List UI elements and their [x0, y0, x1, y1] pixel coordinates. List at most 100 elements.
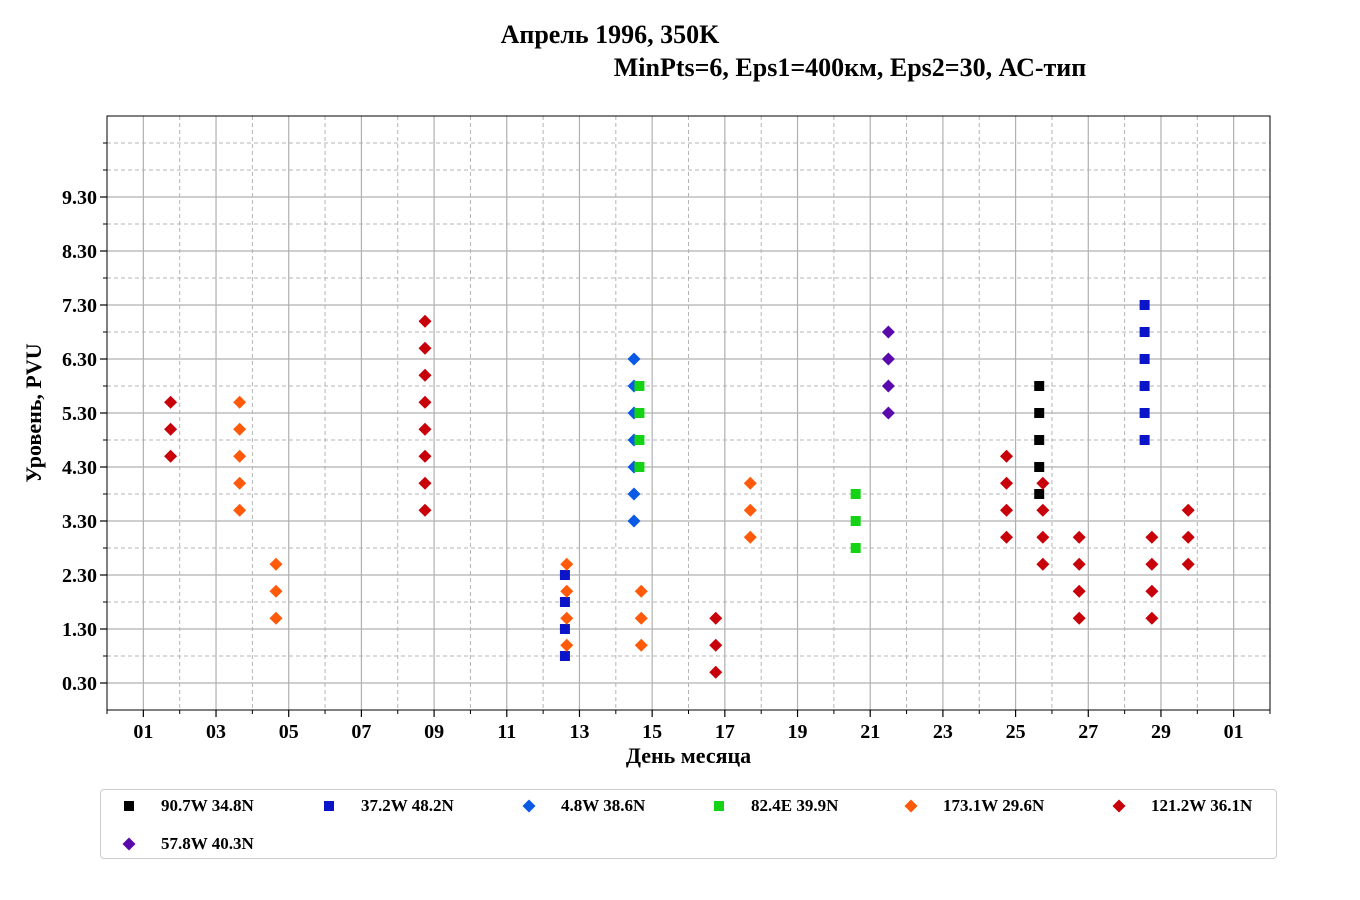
data-point: [1139, 300, 1150, 310]
data-point: [709, 665, 723, 679]
x-tick-label: 21: [860, 721, 880, 743]
data-point: [1036, 503, 1050, 517]
y-tick-label: 8.30: [62, 241, 97, 263]
data-point: [1139, 381, 1150, 391]
legend-marker: [122, 837, 136, 851]
y-tick-label: 6.30: [62, 349, 97, 371]
legend-label: 57.8W 40.3N: [161, 834, 254, 853]
y-tick-label: 7.30: [62, 295, 97, 317]
data-point: [1000, 530, 1014, 544]
data-point: [1181, 530, 1195, 544]
data-point: [634, 381, 645, 391]
y-tick-label: 4.30: [62, 457, 97, 479]
data-point: [634, 611, 648, 625]
data-point: [1034, 489, 1045, 499]
legend-marker-shape: [714, 801, 724, 811]
x-tick-label: 15: [642, 721, 662, 743]
data-point: [418, 395, 432, 409]
data-point: [881, 379, 895, 393]
x-axis-label: День месяца: [626, 743, 751, 768]
data-point: [164, 422, 178, 436]
x-tick-label: 27: [1078, 721, 1098, 743]
data-point: [1139, 435, 1150, 445]
data-point: [627, 514, 641, 528]
legend-marker-shape: [124, 801, 134, 811]
y-tick-label: 2.30: [62, 565, 97, 587]
data-point: [418, 314, 432, 328]
data-point: [164, 449, 178, 463]
y-tick-label: 9.30: [62, 187, 97, 209]
data-point: [1036, 557, 1050, 571]
legend-marker-shape: [122, 837, 136, 851]
data-point: [709, 638, 723, 652]
data-point: [1072, 530, 1086, 544]
data-point: [1072, 557, 1086, 571]
legend-label: 37.2W 48.2N: [361, 796, 454, 815]
data-point: [418, 476, 432, 490]
data-point: [1139, 327, 1150, 337]
data-point: [1036, 530, 1050, 544]
data-point: [418, 449, 432, 463]
legend-label: 173.1W 29.6N: [943, 796, 1045, 815]
data-point: [743, 503, 757, 517]
data-point: [1034, 381, 1045, 391]
data-point: [1000, 449, 1014, 463]
x-tick-label: 09: [424, 721, 444, 743]
plot-frame: [106, 115, 1271, 711]
data-point: [634, 408, 645, 418]
data-point: [1000, 503, 1014, 517]
legend-item: 57.8W 40.3N: [119, 832, 254, 856]
data-point: [1034, 408, 1045, 418]
x-tick-label: 03: [206, 721, 226, 743]
data-point: [559, 624, 570, 634]
data-point: [1145, 611, 1159, 625]
data-point: [850, 489, 861, 499]
data-point: [627, 352, 641, 366]
data-point: [418, 422, 432, 436]
data-point: [881, 325, 895, 339]
data-point: [233, 395, 247, 409]
grid-lines: [106, 116, 1271, 710]
legend-marker: [714, 801, 724, 811]
legend-marker-shape: [522, 799, 536, 813]
legend: 90.7W 34.8N 37.2W 48.2N 4.8W 38.6N 82.4E 39…: [100, 789, 1277, 859]
data-point: [269, 584, 283, 598]
legend-label: 82.4E 39.9N: [751, 796, 839, 815]
legend-marker-shape: [324, 801, 334, 811]
legend-item: 4.8W 38.6N: [519, 794, 645, 818]
y-tick-label: 5.30: [62, 403, 97, 425]
data-point: [1145, 530, 1159, 544]
legend-marker-shape: [1112, 799, 1126, 813]
x-tick-label: 07: [351, 721, 371, 743]
data-point: [634, 584, 648, 598]
data-point: [743, 476, 757, 490]
data-point: [164, 395, 178, 409]
data-point: [559, 651, 570, 661]
data-point: [850, 516, 861, 526]
x-tick-label: 05: [279, 721, 299, 743]
legend-label: 4.8W 38.6N: [561, 796, 646, 815]
data-point: [1139, 354, 1150, 364]
data-point: [634, 462, 645, 472]
x-tick-label: 01: [133, 721, 153, 743]
data-point: [233, 503, 247, 517]
x-tick-label: 17: [715, 721, 735, 743]
data-point: [1145, 557, 1159, 571]
legend-label: 90.7W 34.8N: [161, 796, 254, 815]
legend-item: 82.4E 39.9N: [709, 794, 838, 818]
data-point: [881, 406, 895, 420]
data-point: [560, 638, 574, 652]
data-point: [627, 487, 641, 501]
x-tick-label: 13: [569, 721, 589, 743]
data-point: [709, 611, 723, 625]
data-point: [233, 422, 247, 436]
data-point: [634, 435, 645, 445]
legend-item: 121.2W 36.1N: [1109, 794, 1252, 818]
x-tick-label: 29: [1151, 721, 1171, 743]
chart-title-line-1: Апрель 1996, 350K: [500, 20, 720, 49]
x-tick-label: 11: [497, 721, 516, 743]
x-tick-label: 19: [788, 721, 808, 743]
legend-marker: [124, 801, 134, 811]
data-point: [418, 368, 432, 382]
legend-marker: [1112, 799, 1126, 813]
